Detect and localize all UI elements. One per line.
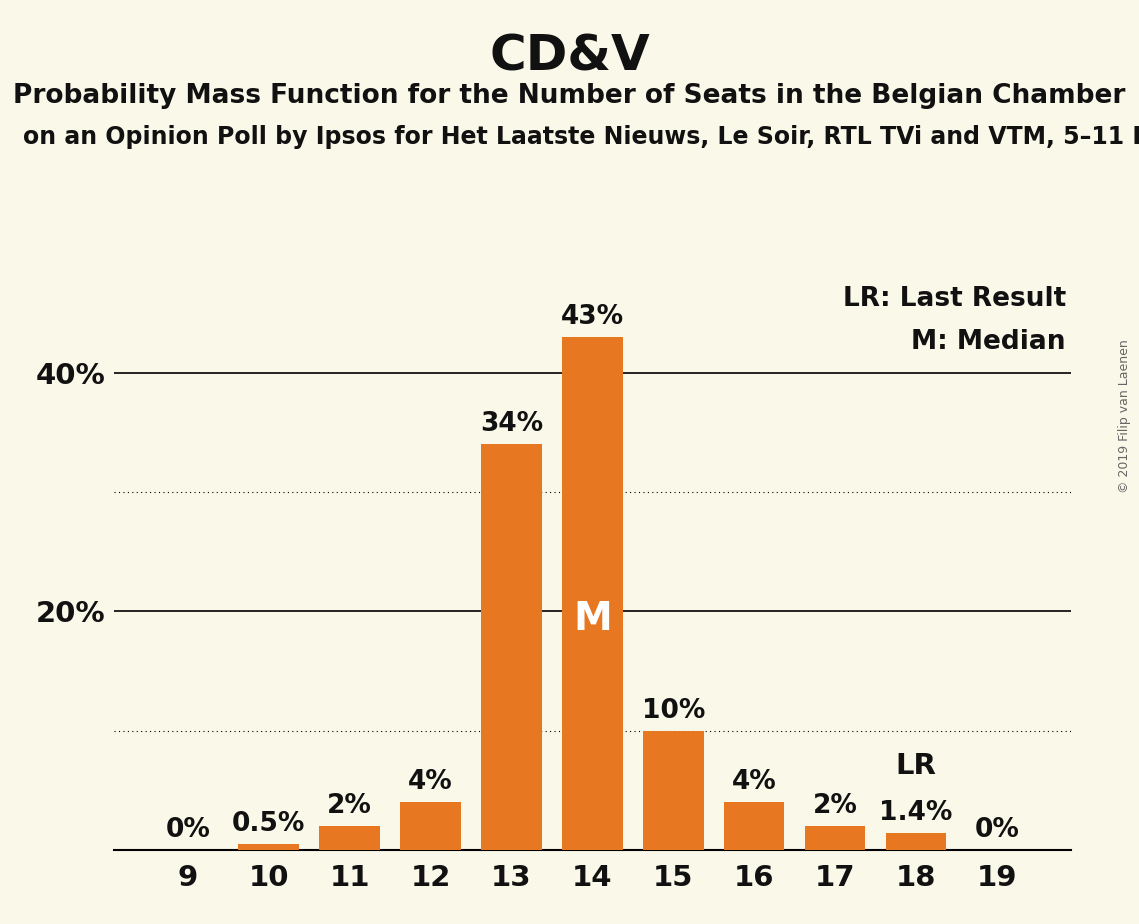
Text: 0.5%: 0.5% — [232, 811, 305, 837]
Text: LR: LR — [895, 751, 936, 780]
Bar — [804, 826, 866, 850]
Text: M: M — [573, 600, 612, 638]
Text: 2%: 2% — [327, 793, 372, 819]
Text: 34%: 34% — [480, 411, 543, 437]
Bar — [723, 802, 785, 850]
Text: © 2019 Filip van Laenen: © 2019 Filip van Laenen — [1118, 339, 1131, 492]
Bar — [238, 845, 298, 850]
Text: 43%: 43% — [560, 304, 624, 330]
Text: CD&V: CD&V — [489, 32, 650, 80]
Text: 4%: 4% — [731, 769, 777, 796]
Text: 0%: 0% — [165, 817, 211, 843]
Bar — [642, 731, 704, 850]
Bar — [400, 802, 461, 850]
Text: 4%: 4% — [408, 769, 453, 796]
Text: Probability Mass Function for the Number of Seats in the Belgian Chamber: Probability Mass Function for the Number… — [14, 83, 1125, 109]
Text: M: Median: M: Median — [911, 329, 1066, 355]
Text: 10%: 10% — [641, 698, 705, 723]
Text: on an Opinion Poll by Ipsos for Het Laatste Nieuws, Le Soir, RTL TVi and VTM, 5–: on an Opinion Poll by Ipsos for Het Laat… — [23, 125, 1139, 149]
Text: LR: Last Result: LR: Last Result — [843, 286, 1066, 311]
Text: 1.4%: 1.4% — [879, 800, 952, 826]
Text: 2%: 2% — [812, 793, 858, 819]
Bar — [886, 833, 947, 850]
Bar — [562, 337, 623, 850]
Text: 0%: 0% — [974, 817, 1019, 843]
Bar — [319, 826, 380, 850]
Bar — [481, 444, 542, 850]
